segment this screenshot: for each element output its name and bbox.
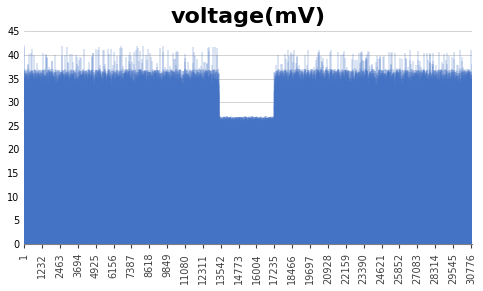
Title: voltage(mV): voltage(mV) <box>171 7 326 27</box>
